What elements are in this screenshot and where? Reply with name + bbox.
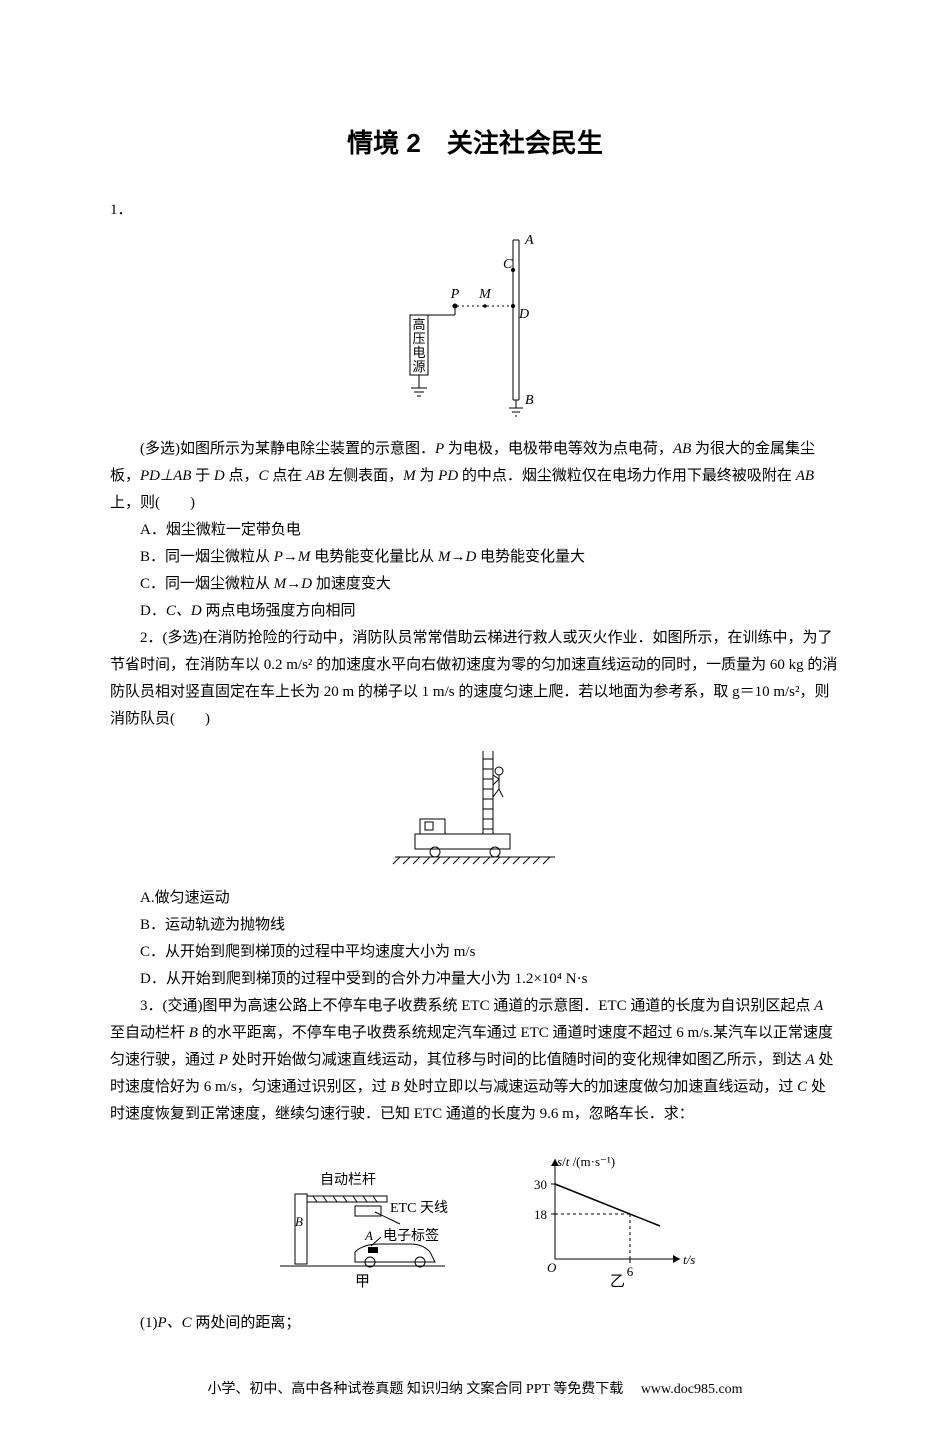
q1-figure: 高 压 电 源 P M A B C D (110, 230, 840, 430)
svg-text:源: 源 (412, 359, 425, 374)
svg-text:电: 电 (412, 345, 425, 360)
q1-fig-M: M (478, 287, 492, 302)
q3-fig-B: B (295, 1214, 303, 1229)
q1-fig-C: C (503, 257, 513, 272)
q2-optA: A.做匀速运动 (110, 885, 840, 912)
q1-fig-src: 高 (412, 317, 425, 332)
q3-y1: 30 (534, 1177, 547, 1192)
q1-number: 1． (110, 197, 140, 224)
q1-number-line: 1． (110, 197, 840, 224)
q3-fig-ant: ETC 天线 (390, 1200, 448, 1216)
q3-number: 3． (140, 998, 163, 1014)
svg-text:压: 压 (412, 331, 425, 346)
q3-ylabel: s/t /(m·s⁻¹) (557, 1154, 615, 1169)
q3-O: O (547, 1260, 557, 1275)
q2-number: 2． (140, 630, 163, 646)
q3-figure: 自动栏杆 B ETC 天线 A 电子标签 甲 30 18 6 O s/t /(m… (110, 1134, 840, 1304)
q1-fig-D: D (518, 307, 529, 322)
q3-sub1: (1)P、C 两处间的距离； (110, 1310, 840, 1337)
page-footer: 小学、初中、高中各种试卷真题 知识归纳 文案合同 PPT 等免费下载 www.d… (110, 1377, 840, 1402)
q3-xlabel: t/s (683, 1252, 695, 1267)
q1-optB: B．同一烟尘微粒从 P→M 电势能变化量比从 M→D 电势能变化量大 (110, 544, 840, 571)
q3-fig-jia: 甲 (355, 1274, 370, 1290)
footer-text: 小学、初中、高中各种试卷真题 知识归纳 文案合同 PPT 等免费下载 (207, 1382, 637, 1397)
q3-fig-gate: 自动栏杆 (320, 1172, 376, 1188)
q3-fig-A: A (364, 1228, 373, 1243)
q1-fig-P: P (450, 287, 460, 302)
q1-optA: A．烟尘微粒一定带负电 (110, 517, 840, 544)
q3-y2: 18 (534, 1207, 547, 1222)
q3-x1: 6 (627, 1264, 634, 1279)
q2-optD: D．从开始到爬到梯顶的过程中受到的合外力冲量大小为 1.2×10⁴ N·s (110, 966, 840, 993)
q1-fig-B: B (525, 393, 534, 408)
q1-stem: (多选)如图所示为某静电除尘装置的示意图．P 为电极，电极带电等效为点电荷，AB… (110, 436, 840, 517)
q2-optB: B．运动轨迹为抛物线 (110, 912, 840, 939)
footer-link[interactable]: www.doc985.com (641, 1382, 743, 1397)
q2-stem: 2．(多选)在消防抢险的行动中，消防队员常常借助云梯进行救人或灭火作业．如图所示… (110, 625, 840, 733)
q3-fig-yi: 乙 (610, 1274, 625, 1290)
page-title: 情境 2 关注社会民生 (110, 120, 840, 167)
q1-fig-A: A (524, 233, 534, 248)
q3-stem: 3．(交通)图甲为高速公路上不停车电子收费系统 ETC 通道的示意图．ETC 通… (110, 993, 840, 1128)
q2-figure (110, 739, 840, 879)
q2-optC: C．从开始到爬到梯顶的过程中平均速度大小为 m/s (110, 939, 840, 966)
q3-fig-tag: 电子标签 (383, 1227, 439, 1244)
q1-optD: D．C、D 两点电场强度方向相同 (110, 598, 840, 625)
q1-optC: C．同一烟尘微粒从 M→D 加速度变大 (110, 571, 840, 598)
